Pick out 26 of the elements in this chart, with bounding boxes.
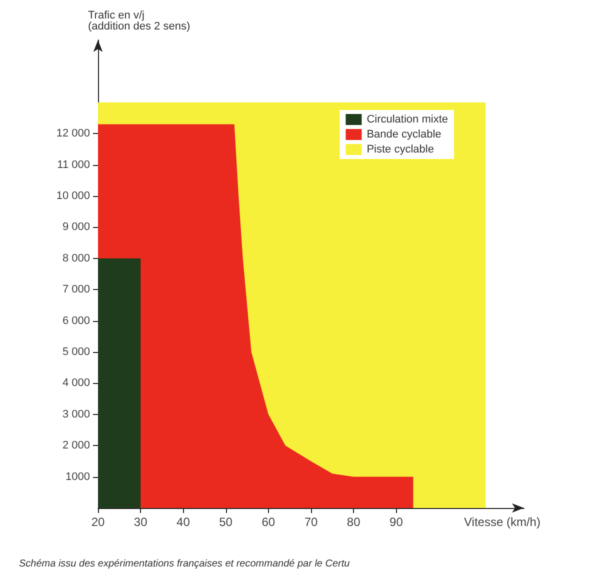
legend-label: Circulation mixte	[366, 114, 448, 126]
x-axis-title: Vitesse (km/h)	[464, 515, 540, 529]
x-tick-label: 40	[176, 515, 190, 529]
y-tick-label: 8 000	[62, 252, 90, 264]
legend-label: Piste cyclable	[366, 144, 434, 156]
y-tick-label: 9 000	[62, 221, 90, 234]
y-tick-label: 2 000	[62, 440, 90, 452]
x-tick-label: 60	[262, 515, 276, 529]
y-tick-label: 4 000	[62, 377, 90, 390]
y-tick-label: 12 000	[56, 128, 90, 140]
y-tick-label: 1000	[66, 470, 90, 483]
y-tick-label: 7 000	[62, 284, 90, 296]
x-tick-label: 30	[134, 515, 148, 529]
x-tick-label: 80	[346, 515, 361, 529]
x-tick-label: 90	[390, 515, 404, 529]
x-tick-label: 70	[304, 515, 318, 529]
legend-label: Bande cyclable	[366, 128, 442, 140]
y-tick-label: 6 000	[62, 314, 90, 327]
text: Schéma issu des expérimentations françaises et recommandé par le Certu	[19, 558, 350, 570]
y-tick-label: 5 000	[62, 346, 90, 358]
y-tick-label: 10 000	[56, 190, 90, 202]
y-tick-label: 3 000	[62, 408, 90, 420]
x-tick-label: 50	[219, 515, 233, 529]
x-tick-label: 20	[91, 515, 105, 529]
y-tick-label: 11 000	[57, 158, 90, 171]
y-axis-title: Trafic en v/j (addition des 2 sens)	[88, 10, 190, 32]
